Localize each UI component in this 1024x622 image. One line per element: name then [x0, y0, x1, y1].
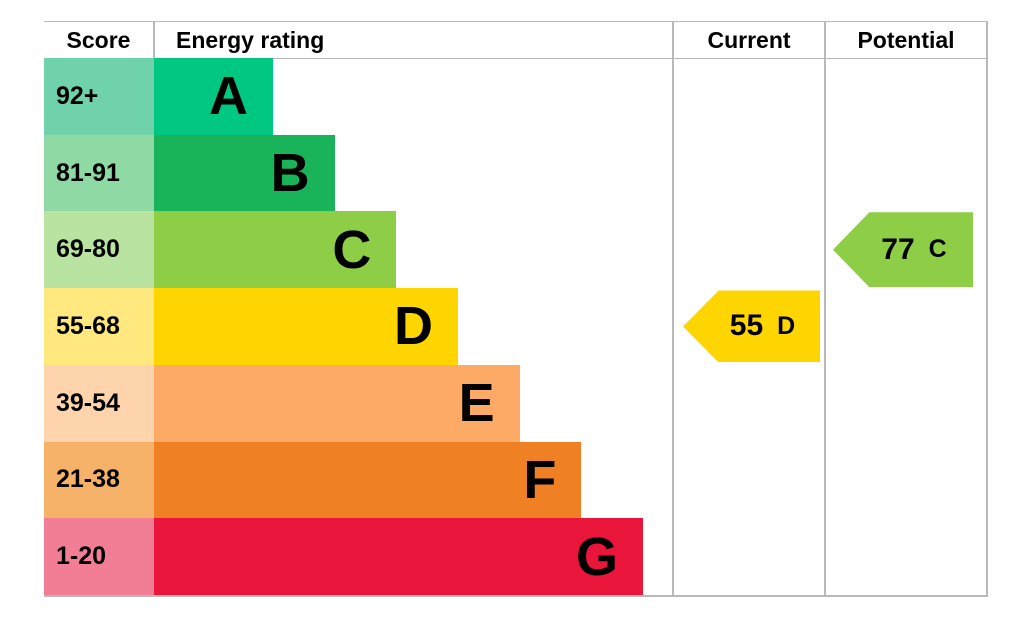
score-range-cell-b: 81-91 — [44, 134, 154, 212]
score-range-cell-a: 92+ — [44, 58, 154, 135]
score-range-label: 81-91 — [56, 158, 120, 187]
score-range-label: 21-38 — [56, 465, 120, 494]
energy-rating-column-header: Energy rating — [155, 22, 672, 58]
energy-band-bar-c: C — [154, 211, 397, 289]
score-range-label: 39-54 — [56, 388, 120, 417]
band-letter: D — [394, 296, 433, 357]
score-column-header: Score — [44, 22, 153, 58]
table-right-border — [986, 21, 988, 597]
energy-band-bar-d: D — [154, 288, 458, 365]
potential-column-header: Potential — [826, 22, 986, 58]
table-bottom-border — [44, 595, 987, 597]
score-range-cell-c: 69-80 — [44, 211, 154, 289]
energy-band-bar-g: G — [154, 518, 644, 595]
band-letter: E — [458, 373, 495, 434]
score-range-cell-d: 55-68 — [44, 288, 154, 365]
potential-rating-arrow: 77 C — [833, 212, 973, 288]
score-range-cell-e: 39-54 — [44, 364, 154, 442]
current-rating-letter: D — [777, 311, 796, 340]
potential-column-divider — [824, 21, 826, 597]
band-letter: A — [209, 66, 248, 127]
score-range-label: 92+ — [56, 81, 99, 110]
energy-band-bar-a: A — [154, 58, 273, 135]
header-bottom-border — [44, 57, 987, 59]
potential-rating-letter: C — [928, 235, 947, 264]
current-column-header: Current — [674, 22, 824, 58]
score-range-cell-g: 1-20 — [44, 518, 154, 595]
score-range-cell-f: 21-38 — [44, 441, 154, 519]
current-rating-arrow: 55 D — [683, 290, 820, 363]
score-range-label: 69-80 — [56, 235, 120, 264]
potential-score-value: 77 — [881, 232, 915, 266]
band-letter: G — [576, 526, 619, 587]
current-column-divider — [672, 21, 674, 597]
band-letter: C — [332, 219, 372, 280]
current-score-value: 55 — [729, 309, 764, 343]
score-header-divider — [153, 21, 155, 59]
energy-band-bar-b: B — [154, 134, 335, 212]
score-range-label: 1-20 — [56, 542, 107, 571]
energy-band-bar-e: E — [154, 364, 520, 442]
score-range-label: 55-68 — [56, 311, 120, 340]
band-letter: F — [523, 449, 557, 510]
band-letter: B — [270, 143, 310, 204]
energy-band-bar-f: F — [154, 441, 582, 519]
